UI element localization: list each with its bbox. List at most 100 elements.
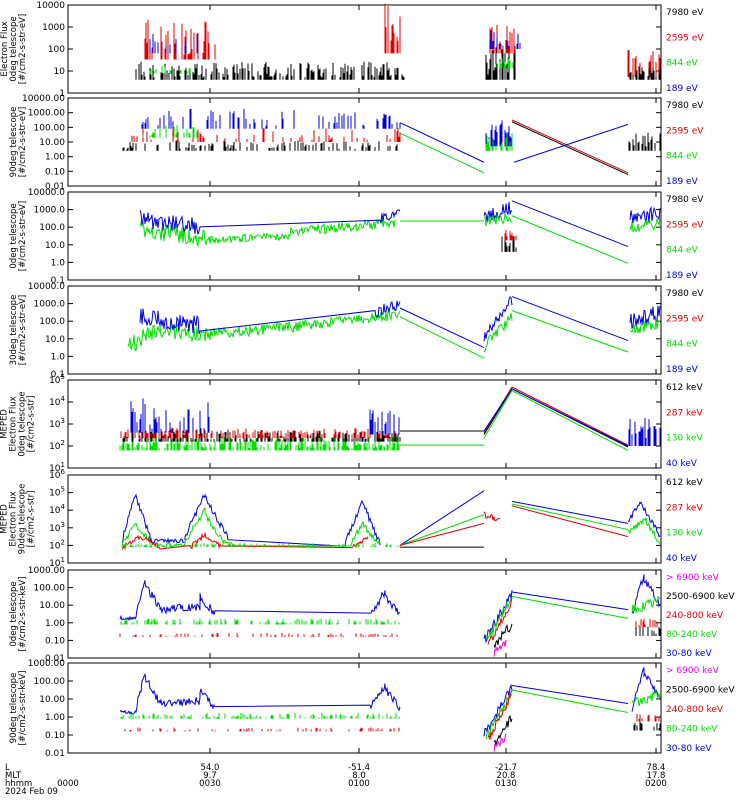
mlt-value: 17.8 (647, 771, 666, 781)
trace-2500-6900kev (493, 714, 513, 747)
time-tick-label: 0000 (57, 779, 79, 789)
trace-240-800kev (487, 597, 513, 645)
legend-entry: 80-240 keV (666, 725, 718, 735)
trace-240-800kev (487, 690, 513, 740)
y-tick-label: 0.10 (45, 636, 65, 646)
legend-entry: 240-800 keV (666, 705, 724, 715)
legend-entry: 130 keV (666, 529, 703, 539)
trace-30-80kev (511, 685, 629, 704)
legend-entry: 844 eV (666, 152, 699, 162)
y-tick-label: 1000.0 (34, 300, 66, 310)
legend-entry: 80-240 keV (666, 630, 718, 640)
y-axis-label: [#/cm2-s-str-keV] (18, 671, 28, 746)
legend-entry: 2595 eV (666, 33, 704, 43)
trace-80-240kev (631, 690, 661, 707)
y-tick-label: 1.0 (51, 352, 66, 362)
trace-80-240kev (631, 595, 661, 614)
y-tick-label: 10000.0 (28, 282, 65, 292)
y-tick-label: 102 (49, 538, 65, 551)
time-tick-label: 0200 (645, 779, 667, 789)
legend-entry: 7980 eV (666, 101, 704, 111)
plot-frame (67, 191, 662, 281)
trace-40kev (399, 490, 485, 546)
trace-844ev (399, 316, 485, 359)
legend-entry: 30-80 keV (666, 744, 712, 754)
trace-40kev (511, 500, 629, 524)
trace-7980ev (122, 140, 398, 151)
y-tick-label: 1000.0 (34, 206, 66, 216)
y-tick-label: 0.1 (51, 370, 65, 380)
y-axis-label: [#/cm2-s-str-eV] (18, 14, 28, 84)
y-tick-label: 103 (49, 417, 65, 430)
mlt-value: 9.7 (203, 771, 217, 781)
time-tick-label: 0030 (199, 779, 221, 789)
trace-2595ev (384, 3, 401, 54)
y-tick-label: 1.00 (45, 153, 65, 163)
y-tick-label: 100.0 (39, 223, 65, 233)
trace-130kev (399, 514, 485, 546)
y-axis-label: 90deg telescope (9, 107, 19, 178)
trace-844ev (149, 65, 191, 74)
y-tick-label: 106 (49, 468, 65, 481)
trace-80-240kev (120, 712, 400, 719)
trace-287kev (399, 522, 485, 546)
trace-189ev (513, 123, 629, 163)
trace-189ev (139, 209, 401, 235)
trace-40kev (483, 388, 629, 447)
trace-240-800kev (119, 632, 398, 637)
y-tick-label: 100 (48, 45, 65, 55)
annotation-row-label: L (5, 763, 10, 773)
plot-frame (67, 662, 662, 754)
y-tick-label: 100.0 (39, 317, 65, 327)
panel-traces (121, 490, 661, 551)
trace-189ev (399, 122, 485, 163)
trace-80-240kev (511, 689, 629, 713)
panel-traces (119, 667, 661, 752)
legend-entry: 612 keV (666, 478, 703, 488)
y-axis-label: 0deg telescope (9, 203, 19, 268)
legend-entry: 30-80 keV (666, 649, 712, 659)
trace-844ev (139, 218, 396, 248)
panel-traces (127, 296, 661, 359)
y-tick-label: 101 (49, 461, 65, 474)
y-tick-label: 104 (49, 395, 65, 408)
trace-844ev (399, 132, 485, 174)
panel-traces (119, 574, 661, 657)
y-axis-label: 90deg telescope (18, 484, 28, 555)
annotation-row-label: MLT (5, 771, 22, 781)
y-axis-label: [#/cm2-s-str-eV] (18, 295, 28, 365)
legend-entry: 240-800 keV (666, 611, 724, 621)
trace-40kev (130, 398, 210, 433)
y-tick-label: 0.10 (45, 731, 65, 741)
y-axis-label: MEPED (0, 409, 10, 439)
trace-130kev (627, 517, 661, 544)
trace-240-800kev (636, 713, 660, 722)
legend-entry: 7980 eV (666, 8, 704, 18)
trace-40kev (369, 409, 400, 435)
trace-30-80kev (119, 580, 401, 622)
trace-189ev (629, 205, 661, 224)
trace-189ev (629, 305, 661, 330)
legend-entry: 2500-6900 keV (666, 686, 735, 696)
mlt-value: 8.0 (352, 771, 366, 781)
legend-entry: 189 eV (666, 271, 699, 281)
trace-30-80kev (511, 591, 629, 611)
y-axis-label: 0deg telescope (9, 581, 19, 646)
trace-40kev (627, 501, 661, 538)
legend-entry: > 6900 keV (666, 573, 720, 583)
plot-frame (67, 285, 662, 375)
trace-844ev (495, 56, 514, 69)
y-axis-label: Electron Flux (9, 491, 19, 546)
trace-80-240kev (485, 693, 513, 740)
trace-130kev (511, 503, 629, 531)
time-tick-label: 0100 (348, 779, 370, 789)
trace-844ev (483, 312, 513, 353)
trace-130kev (483, 389, 629, 451)
y-axis-label: 0deg telescope (9, 16, 19, 81)
trace-844ev (511, 215, 629, 264)
y-axis-label: Electron Flux (0, 21, 10, 76)
y-tick-label: 101 (49, 556, 65, 569)
y-axis-label: [#/cm2-s-str] (27, 396, 37, 453)
trace-189ev (141, 108, 401, 129)
